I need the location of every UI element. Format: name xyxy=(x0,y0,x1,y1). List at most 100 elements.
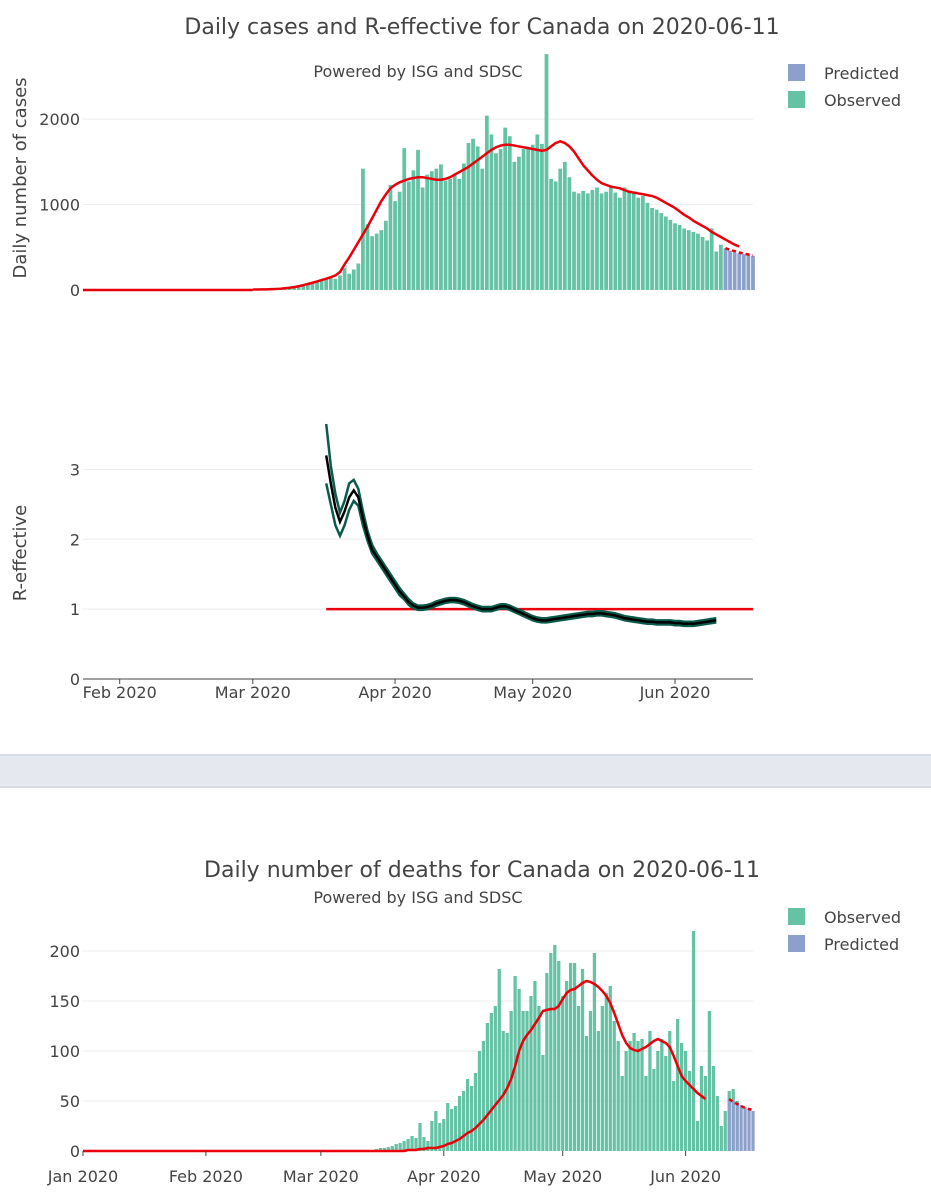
deaths-observed-bar xyxy=(454,1106,458,1151)
deaths-observed-bar xyxy=(584,1036,589,1151)
separator-bottom-border xyxy=(0,786,931,788)
legend-item-observed[interactable]: Observed xyxy=(788,91,901,110)
cases-observed-bar xyxy=(351,269,356,290)
cases-observed-bar xyxy=(305,283,310,290)
deaths-predicted-bar xyxy=(751,1111,755,1151)
deaths-observed-bar xyxy=(668,1031,672,1151)
legend-item-predicted[interactable]: Predicted xyxy=(788,64,899,83)
cases-predicted-bar xyxy=(741,254,746,290)
cases-observed-bar xyxy=(338,275,342,290)
cases-observed-bar xyxy=(498,149,503,290)
deaths-x-tick-label: Jan 2020 xyxy=(47,1167,118,1186)
deaths-observed-bar xyxy=(497,969,501,1151)
cases-observed-bar xyxy=(585,193,590,290)
cases-observed-bar xyxy=(604,191,609,290)
deaths-observed-bar xyxy=(644,1076,648,1151)
r-x-tick-label: Feb 2020 xyxy=(83,683,157,702)
cases-observed-bar xyxy=(365,224,370,290)
deaths-observed-bar xyxy=(683,1051,688,1151)
cases-observed-bar xyxy=(709,228,714,290)
deaths-observed-bar xyxy=(434,1111,438,1151)
deaths-observed-bar xyxy=(461,1091,466,1151)
deaths-smooth-lines xyxy=(83,979,754,1153)
r-x-tick-label: Mar 2020 xyxy=(215,683,291,702)
deaths-observed-bar xyxy=(616,1041,620,1151)
deaths-smooth-predicted-line xyxy=(728,1098,754,1112)
cases-observed-bar xyxy=(572,191,576,290)
cases-predicted-bar xyxy=(746,254,751,290)
cases-legend[interactable]: Predicted Observed xyxy=(788,64,901,110)
legend-item-observed-deaths[interactable]: Observed xyxy=(788,908,901,927)
deaths-observed-bar xyxy=(465,1079,470,1151)
deaths-y-tick-label: 0 xyxy=(70,1142,80,1161)
cases-observed-bar xyxy=(434,168,439,290)
legend-swatch-observed-deaths xyxy=(788,908,805,925)
deaths-observed-bar xyxy=(394,1144,398,1151)
deaths-observed-bar xyxy=(636,1041,640,1151)
legend-label-predicted: Predicted xyxy=(824,64,899,83)
cases-observed-bar xyxy=(618,197,622,290)
cases-observed-bar xyxy=(416,149,420,290)
cases-observed-bar xyxy=(503,127,508,291)
cases-observed-bar xyxy=(673,223,677,290)
deaths-predicted-bar xyxy=(747,1109,751,1151)
cases-observed-bar xyxy=(301,284,306,290)
cases-observed-bar xyxy=(668,219,673,290)
deaths-observed-bar xyxy=(640,1039,644,1151)
cases-observed-bar xyxy=(406,181,411,290)
deaths-observed-bar xyxy=(386,1147,390,1151)
legend-swatch-observed xyxy=(788,91,805,108)
deaths-observed-bar xyxy=(612,1021,616,1151)
deaths-observed-bar xyxy=(695,1121,700,1151)
cases-observed-bar xyxy=(411,170,416,290)
cases-observed-bar xyxy=(333,278,338,290)
deaths-observed-bar xyxy=(402,1141,406,1151)
deaths-chart-title: Daily number of deaths for Canada on 202… xyxy=(204,858,760,883)
deaths-observed-bar xyxy=(430,1121,434,1151)
cases-observed-bar xyxy=(443,180,448,290)
deaths-observed-bar xyxy=(719,1126,723,1151)
cases-observed-bar xyxy=(429,171,434,290)
r-median-line xyxy=(324,455,717,626)
deaths-observed-bar xyxy=(652,1069,656,1151)
deaths-observed-bar xyxy=(426,1141,430,1151)
cases-observed-bar xyxy=(686,230,691,290)
deaths-x-tick-label: Jun 2020 xyxy=(649,1167,721,1186)
cases-observed-bar xyxy=(691,231,696,290)
panel-separator[interactable] xyxy=(0,756,931,786)
cases-observed-bar xyxy=(494,153,498,290)
deaths-observed-bar xyxy=(438,1123,442,1151)
deaths-observed-bar xyxy=(687,1071,692,1151)
deaths-observed-bar xyxy=(569,963,573,1151)
cases-observed-bar xyxy=(700,237,705,290)
deaths-observed-bar xyxy=(699,1066,704,1151)
deaths-observed-bar xyxy=(469,1086,474,1151)
cases-observed-bar xyxy=(650,207,654,290)
cases-y-ticks: 0 1000 2000 xyxy=(39,110,80,300)
r-x-tick-label: Apr 2020 xyxy=(358,683,431,702)
cases-predicted-bar xyxy=(732,252,737,290)
deaths-legend[interactable]: Observed Predicted xyxy=(788,908,901,954)
cases-smooth-predicted-line xyxy=(725,246,754,257)
separator-top-border xyxy=(0,754,931,756)
deaths-observed-bar xyxy=(410,1136,414,1151)
r-x-tick-label: Jun 2020 xyxy=(639,683,711,702)
cases-observed-bar xyxy=(328,277,333,290)
cases-observed-bar xyxy=(425,174,430,290)
deaths-observed-bar xyxy=(541,1055,545,1151)
cases-observed-bar xyxy=(356,263,361,290)
deaths-observed-bar xyxy=(660,1039,664,1151)
cases-observed-bar xyxy=(526,149,531,290)
deaths-chart: Daily number of deaths for Canada on 202… xyxy=(47,858,901,1186)
deaths-x-tick-label: May 2020 xyxy=(523,1167,602,1186)
deaths-predicted-bar xyxy=(731,1101,735,1151)
legend-label-predicted-deaths: Predicted xyxy=(824,935,899,954)
r-x-ticks: Feb 2020 Mar 2020 Apr 2020 May 2020 Jun 2020 xyxy=(83,679,711,702)
cases-observed-bar xyxy=(696,233,700,290)
legend-item-predicted-deaths[interactable]: Predicted xyxy=(788,935,899,954)
deaths-observed-bar xyxy=(418,1123,422,1151)
cases-observed-bar xyxy=(595,187,599,290)
r-effective-y-axis-label: R-effective xyxy=(10,505,31,602)
deaths-x-tick-label: Apr 2020 xyxy=(407,1167,480,1186)
r-effective-lines xyxy=(324,423,753,628)
